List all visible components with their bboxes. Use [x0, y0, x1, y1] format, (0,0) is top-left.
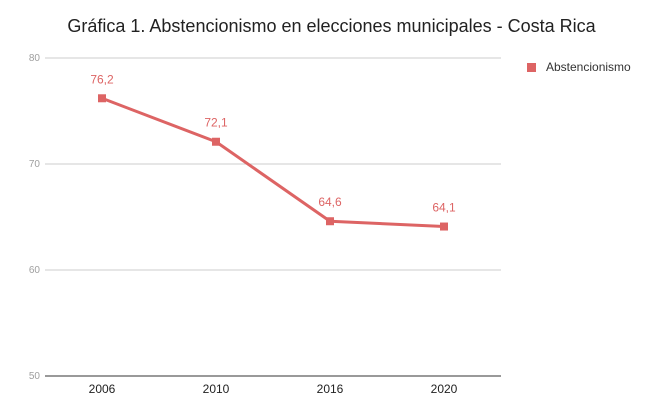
data-point — [326, 217, 334, 226]
series-abstencionismo — [98, 94, 448, 231]
gridlines — [45, 57, 501, 377]
chart-title: Gráfica 1. Abstencionismo en elecciones … — [67, 16, 596, 36]
y-tick-label: 50 — [29, 371, 41, 382]
y-tick-label: 80 — [29, 53, 41, 64]
data-label: 64,6 — [318, 195, 342, 209]
legend-label: Abstencionismo — [546, 60, 631, 74]
data-label: 64,1 — [432, 201, 456, 215]
data-point — [212, 137, 220, 146]
legend-swatch — [527, 62, 536, 72]
x-tick-label: 2010 — [203, 382, 230, 396]
data-label: 72,1 — [204, 116, 228, 130]
data-point — [98, 94, 106, 103]
data-label: 76,2 — [90, 72, 114, 86]
legend: Abstencionismo — [527, 60, 631, 74]
y-tick-label: 60 — [29, 265, 41, 276]
y-tick-label: 70 — [29, 159, 41, 170]
y-axis-ticks: 50 60 70 80 — [29, 53, 41, 382]
series-line — [101, 96, 445, 229]
x-tick-label: 2020 — [431, 382, 458, 396]
x-axis-ticks: 2006 2010 2016 2020 — [89, 382, 458, 396]
x-tick-label: 2016 — [317, 382, 344, 396]
x-tick-label: 2006 — [89, 382, 116, 396]
data-point — [440, 222, 448, 231]
data-labels: 76,2 72,1 64,6 64,1 — [90, 72, 456, 214]
